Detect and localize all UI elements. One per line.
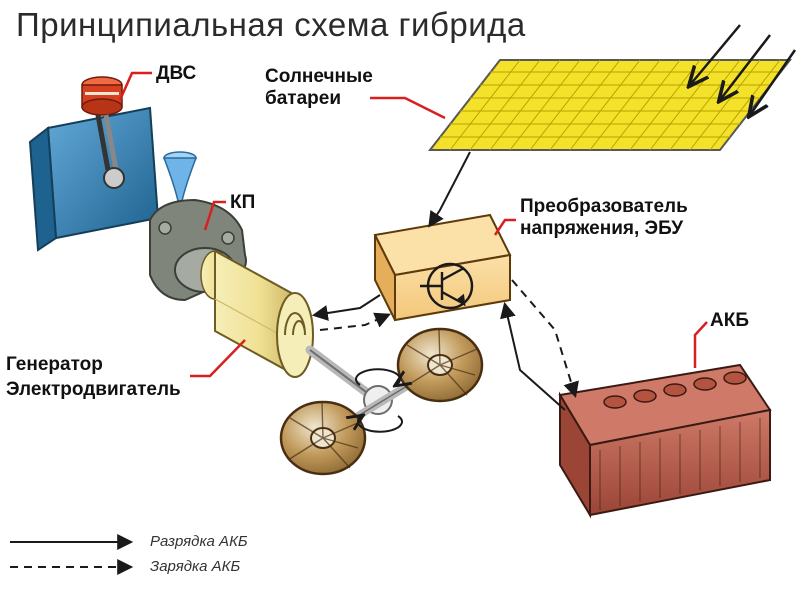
diagram-svg: [0, 0, 800, 600]
wheel-right: [398, 329, 482, 401]
diagram-canvas: Принципиальная схема гибрида ДВС Солнечн…: [0, 0, 800, 600]
solar-panel: [430, 25, 795, 150]
converter-icon: [375, 215, 510, 320]
motor-cylinder-icon: [201, 251, 313, 377]
battery-icon: [560, 365, 770, 515]
legend: [10, 542, 130, 567]
engine-icon: [30, 77, 158, 250]
wheel-left: [281, 402, 365, 474]
